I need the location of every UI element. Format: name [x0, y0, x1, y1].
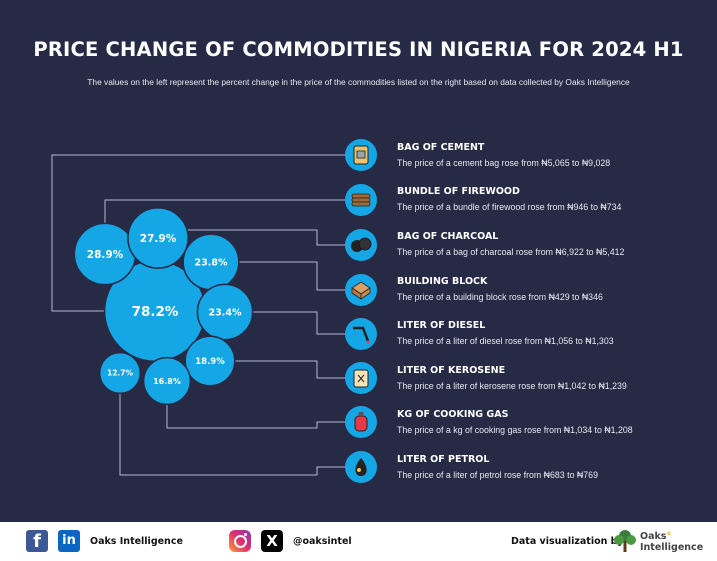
item-desc-firewood: The price of a bundle of firewood rose f…	[397, 202, 622, 212]
item-desc-block: The price of a building block rose from …	[397, 292, 603, 302]
bubble-label: 27.9%	[140, 233, 177, 245]
linkedin-icon[interactable]: in	[58, 530, 80, 552]
connector-line	[166, 404, 345, 429]
bubble-label: 16.8%	[153, 377, 181, 386]
connector-line	[238, 261, 345, 291]
fuel-nozzle-icon	[345, 318, 377, 350]
facebook-icon[interactable]: f	[26, 530, 48, 552]
charcoal-icon	[345, 229, 377, 261]
item-desc-cement: The price of a cement bag rose from ₦5,0…	[397, 158, 611, 168]
item-title-cooking-gas: KG OF COOKING GAS	[397, 409, 509, 420]
firewood-icon	[345, 184, 377, 216]
oil-drop-icon	[345, 451, 377, 483]
item-title-kerosene: LITER OF KEROSENE	[397, 365, 506, 376]
item-title-cement: BAG OF CEMENT	[397, 142, 485, 153]
connector-line	[234, 360, 345, 379]
jerrycan-icon	[345, 362, 377, 394]
bubble-8	[98, 351, 142, 395]
logo-line1: Oaks	[640, 531, 667, 542]
item-title-charcoal: BAG OF CHARCOAL	[397, 231, 499, 242]
bubble-chart: 78.2% 28.9% 27.9% 23.8% 23.4% 18.9% 16.8% 12.7%	[51, 139, 377, 483]
bubble-label: 28.9%	[87, 249, 124, 261]
instagram-icon[interactable]	[229, 530, 251, 552]
logo-text: Oaks° Intelligence	[640, 531, 704, 553]
connector-line	[104, 199, 345, 224]
cement-bag-icon	[345, 139, 377, 171]
bubble-3	[127, 207, 189, 269]
connector-line	[184, 229, 345, 246]
connector-line	[51, 154, 345, 312]
item-title-diesel: LITER OF DIESEL	[397, 320, 486, 331]
bubble-5	[196, 283, 254, 341]
item-title-block: BUILDING BLOCK	[397, 276, 488, 287]
building-block-icon	[345, 274, 377, 306]
item-desc-cooking-gas: The price of a kg of cooking gas rose fr…	[397, 425, 633, 435]
chart-title: PRICE CHANGE OF COMMODITIES IN NIGERIA F…	[33, 38, 684, 61]
bubble-7	[142, 356, 192, 406]
bubble-6	[184, 335, 236, 387]
bubble-label: 12.7%	[107, 369, 134, 378]
chart-subtitle: The values on the left represent the per…	[87, 77, 630, 87]
bubble-label: 23.4%	[209, 307, 242, 318]
bubble-label: 78.2%	[132, 304, 179, 320]
social-handle: @oaksintel	[293, 536, 352, 547]
oak-tree-logo-icon	[614, 530, 636, 552]
connector-line	[252, 311, 345, 335]
gas-cylinder-icon	[345, 406, 377, 438]
connector-line	[119, 393, 345, 476]
item-desc-diesel: The price of a liter of diesel rose from…	[397, 336, 614, 346]
item-desc-charcoal: The price of a bag of charcoal rose from…	[397, 247, 625, 257]
credit-text: Data visualization by	[511, 536, 624, 547]
x-icon[interactable]: X	[261, 530, 283, 552]
item-title-firewood: BUNDLE OF FIREWOOD	[397, 186, 520, 197]
org-name: Oaks Intelligence	[90, 536, 183, 547]
item-desc-kerosene: The price of a liter of kerosene rose fr…	[397, 381, 627, 391]
logo-line2: Intelligence	[640, 542, 704, 553]
footer: f in Oaks Intelligence X @oaksintel Data…	[0, 522, 717, 561]
item-title-petrol: LITER OF PETROL	[397, 454, 490, 465]
item-desc-petrol: The price of a liter of petrol rose from…	[397, 470, 598, 480]
bubble-label: 18.9%	[195, 357, 225, 367]
bubble-label: 23.8%	[195, 257, 228, 268]
